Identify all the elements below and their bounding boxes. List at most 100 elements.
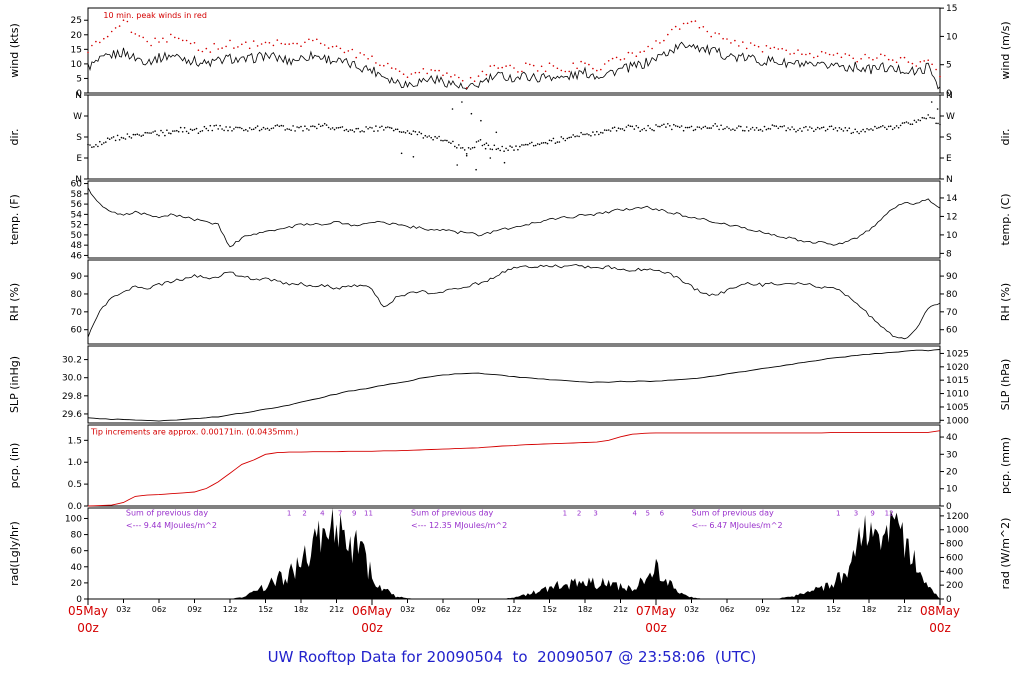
svg-text:10: 10 [71,60,83,70]
svg-text:10: 10 [946,231,958,241]
x-tick-major-date: 08May [920,604,960,618]
svg-text:10: 10 [946,32,958,42]
svg-text:N: N [946,175,953,185]
svg-text:48: 48 [71,241,83,251]
x-tick-minor: 12z [791,605,805,614]
svg-text:60: 60 [946,326,958,336]
axis-label-left-solar-radiation: rad(Lgly/hr) [8,521,21,586]
x-tick-minor: 18z [294,605,308,614]
x-tick-major-hour: 00z [645,621,667,635]
x-tick-minor: 15z [542,605,556,614]
svg-text:1000: 1000 [946,526,969,536]
svg-text:8: 8 [946,249,952,259]
x-tick-minor: 09z [755,605,769,614]
svg-text:1200: 1200 [946,512,969,522]
svg-text:90: 90 [946,272,958,282]
svg-text:58: 58 [71,190,83,200]
svg-text:50: 50 [71,231,83,241]
svg-text:70: 70 [946,308,958,318]
panel-relative-humidity: 60 70 80 90 60 70 80 90 RH (%) RH (%) [8,259,1012,345]
annotation: 10 min. peak winds in red [103,11,207,20]
svg-text:14: 14 [946,194,958,204]
x-tick-minor: 06z [720,605,734,614]
x-tick-minor: 15z [826,605,840,614]
series-wind-peak-10min [87,19,941,89]
x-tick-minor: 18z [578,605,592,614]
svg-text:800: 800 [946,540,963,550]
annotation: 2 [577,509,581,517]
svg-text:29.6: 29.6 [62,410,82,420]
svg-text:5: 5 [76,74,82,84]
svg-text:20: 20 [71,31,83,41]
svg-text:30: 30 [946,450,958,460]
x-tick-major-date: 06May [352,604,392,618]
panel-wind-speed: 0 5 10 15 20 25 0 5 10 15 wind (kts) wind (m/s) 10 m… [8,4,1012,99]
axis-label-left-wind-direction: dir. [8,128,21,145]
annotation: Tip increments are approx. 0.00171in. (0… [90,428,299,437]
svg-text:46: 46 [71,251,83,261]
svg-text:12: 12 [946,212,957,222]
x-tick-minor: 18z [862,605,876,614]
svg-text:60: 60 [71,326,83,336]
svg-text:1.5: 1.5 [68,436,82,446]
annotation: 2 [302,509,306,517]
svg-text:90: 90 [71,272,83,282]
svg-text:100: 100 [65,514,82,524]
x-tick-minor: 03z [400,605,414,614]
svg-text:20: 20 [946,468,958,478]
x-tick-major-hour: 00z [361,621,383,635]
annotation: <--- 9.44 MJoules/m^2 [126,521,217,530]
svg-text:25: 25 [71,16,82,26]
axis-label-left-precipitation: pcp. (in) [8,443,21,489]
svg-text:W: W [946,112,955,122]
svg-text:1.0: 1.0 [68,458,83,468]
x-tick-minor: 09z [187,605,201,614]
svg-text:52: 52 [71,221,82,231]
x-tick-minor: 03z [684,605,698,614]
svg-text:30.2: 30.2 [62,356,82,366]
svg-text:0: 0 [76,89,82,99]
svg-text:0.0: 0.0 [68,502,83,512]
x-tick-minor: 21z [613,605,627,614]
x-tick-major-date: 05May [68,604,108,618]
svg-text:15: 15 [946,4,957,14]
svg-text:80: 80 [946,290,958,300]
x-tick-minor: 03z [116,605,130,614]
annotation: 9 [870,509,874,517]
svg-text:W: W [73,112,82,122]
svg-text:0.5: 0.5 [68,480,82,490]
svg-text:80: 80 [71,531,83,541]
svg-text:60: 60 [71,547,83,557]
svg-text:400: 400 [946,567,963,577]
svg-text:1010: 1010 [946,390,969,400]
series-wind-avg [87,41,941,90]
svg-text:80: 80 [71,290,83,300]
x-tick-minor: 06z [436,605,450,614]
x-tick-major-hour: 00z [929,621,951,635]
axis-label-left-sea-level-pressure: SLP (inHg) [8,356,21,413]
svg-text:29.8: 29.8 [62,392,82,402]
svg-text:20: 20 [71,579,83,589]
series-radiation-area [88,508,940,599]
annotation: Sum of previous day [692,508,774,517]
x-axis: 03z 06z 09z 12z 15z 18z 21z 03z 06z 09z 12z 15z 18z 2… [68,599,960,635]
svg-text:N: N [75,91,82,101]
svg-text:0: 0 [76,595,82,605]
series-rh-percent [87,264,941,340]
svg-text:5: 5 [946,61,952,71]
axis-label-right-precipitation: pcp. (mm) [999,437,1012,494]
annotation: 9 [352,509,356,517]
chart-caption: UW Rooftop Data for 20090504 to 20090507… [267,648,757,666]
axis-label-right-wind-speed: wind (m/s) [999,21,1012,79]
annotation: 5 [645,509,649,517]
x-tick-minor: 09z [471,605,485,614]
series-direction-scatter [400,101,939,171]
svg-text:60: 60 [71,180,83,190]
svg-text:1020: 1020 [946,363,969,373]
x-tick-minor: 21z [897,605,911,614]
svg-text:E: E [946,154,952,164]
svg-text:N: N [946,91,953,101]
annotation: <--- 12.35 MJoules/m^2 [411,521,507,530]
svg-text:40: 40 [946,433,958,443]
